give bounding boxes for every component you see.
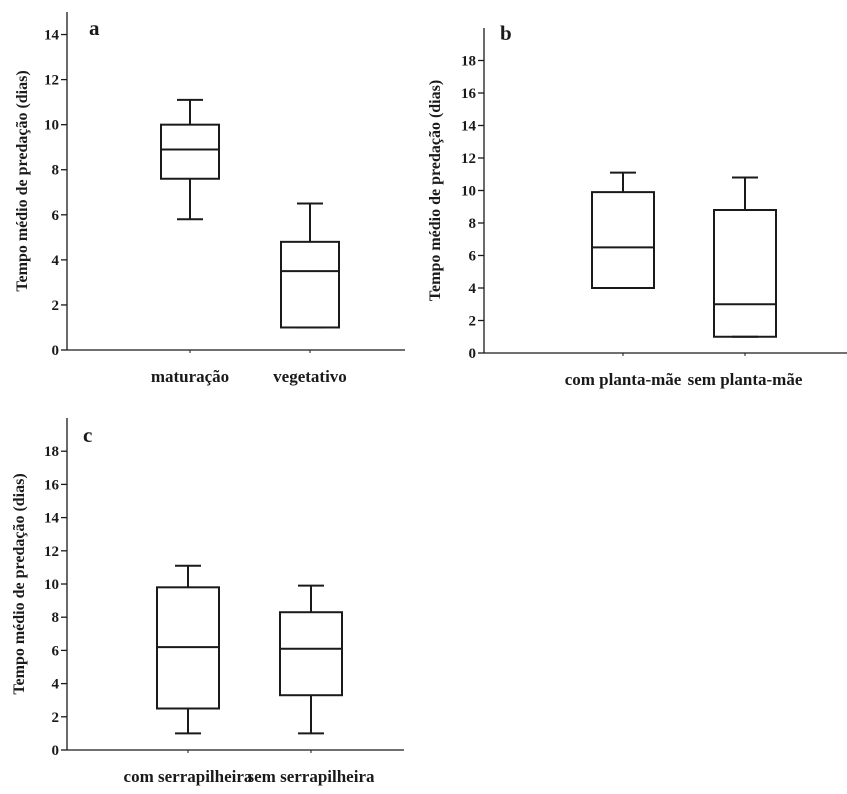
y-tick-label: 4 bbox=[469, 281, 477, 297]
x-category-label: sem planta-mãe bbox=[688, 370, 803, 389]
y-tick-label: 6 bbox=[52, 643, 60, 659]
y-tick-label: 2 bbox=[469, 314, 477, 330]
panel-label: c bbox=[83, 423, 92, 447]
y-tick-label: 2 bbox=[52, 710, 60, 726]
panel-label: b bbox=[500, 21, 512, 45]
y-tick-label: 8 bbox=[469, 216, 477, 232]
box-iqr bbox=[280, 240, 340, 329]
y-tick-label: 10 bbox=[461, 184, 476, 200]
y-tick-label: 4 bbox=[52, 253, 60, 269]
y-tick-label: 8 bbox=[52, 610, 60, 626]
y-tick-label: 2 bbox=[52, 298, 60, 314]
box-iqr bbox=[713, 209, 777, 338]
y-tick-label: 14 bbox=[44, 28, 60, 44]
y-tick-label: 14 bbox=[44, 511, 60, 527]
x-category-label: vegetativo bbox=[273, 367, 347, 386]
y-axis-title: Tempo médio de predação (dias) bbox=[427, 80, 444, 301]
y-tick-label: 6 bbox=[469, 249, 477, 265]
y-tick-label: 0 bbox=[52, 343, 60, 359]
y-tick-label: 0 bbox=[469, 346, 477, 362]
x-category-label: sem serrapilheira bbox=[248, 767, 375, 786]
box-iqr bbox=[591, 191, 655, 289]
y-tick-label: 12 bbox=[44, 544, 59, 560]
y-tick-label: 4 bbox=[52, 677, 60, 693]
x-category-label: com serrapilheira bbox=[124, 767, 253, 786]
y-tick-label: 16 bbox=[461, 86, 477, 102]
y-tick-label: 18 bbox=[461, 54, 476, 70]
y-axis-title: Tempo médio de predação (dias) bbox=[11, 473, 28, 694]
y-axis-title: Tempo médio de predação (dias) bbox=[14, 70, 31, 291]
y-tick-label: 18 bbox=[44, 444, 59, 460]
y-tick-label: 6 bbox=[52, 208, 60, 224]
y-tick-label: 14 bbox=[461, 119, 477, 135]
y-tick-label: 10 bbox=[44, 118, 59, 134]
panel-label: a bbox=[89, 16, 100, 40]
y-tick-label: 12 bbox=[461, 151, 476, 167]
y-tick-label: 16 bbox=[44, 477, 60, 493]
y-tick-label: 8 bbox=[52, 163, 60, 179]
y-tick-label: 10 bbox=[44, 577, 59, 593]
x-category-label: maturação bbox=[151, 367, 229, 386]
x-category-label: com planta-mãe bbox=[565, 370, 682, 389]
box-iqr bbox=[160, 123, 220, 180]
box-iqr bbox=[279, 611, 343, 697]
y-tick-label: 0 bbox=[52, 743, 60, 759]
y-tick-label: 12 bbox=[44, 73, 59, 89]
